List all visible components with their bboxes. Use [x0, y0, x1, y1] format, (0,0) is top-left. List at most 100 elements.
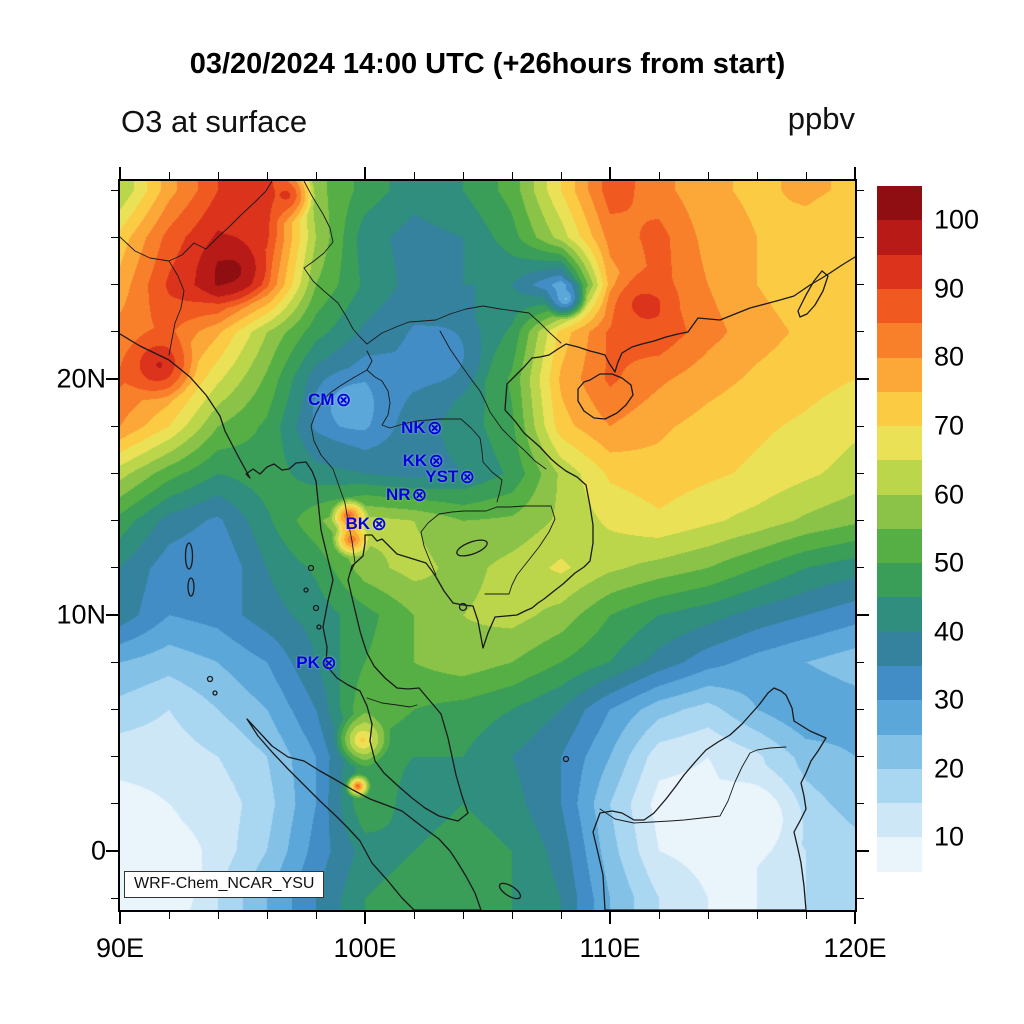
colorbar-segment — [877, 803, 922, 838]
y-minor-tick — [111, 331, 118, 333]
y-major-tick — [857, 378, 869, 381]
y-minor-tick — [857, 284, 864, 286]
y-axis-tick-label: 0 — [90, 835, 106, 866]
border-myanmar-thailand — [310, 369, 368, 574]
y-minor-tick — [857, 803, 864, 805]
y-major-tick — [106, 378, 118, 381]
colorbar-segment — [877, 288, 922, 324]
island-bangka — [498, 882, 522, 900]
x-minor-tick — [560, 912, 562, 919]
y-minor-tick — [111, 661, 118, 663]
colorbar-segment — [877, 220, 922, 255]
island-nicobar-2 — [212, 690, 218, 696]
x-minor-tick — [707, 912, 709, 919]
coastline-borneo — [592, 687, 827, 910]
colorbar-segment — [877, 460, 922, 495]
y-minor-tick — [857, 473, 864, 475]
y-minor-tick — [111, 567, 118, 569]
colorbar-segment — [877, 597, 922, 632]
colorbar — [877, 186, 922, 906]
station-crosshair-icon: ⊗ — [411, 483, 428, 506]
colorbar-tick-label: 20 — [934, 753, 965, 784]
y-axis-tick-label: 20N — [56, 363, 106, 394]
x-major-tick — [854, 912, 856, 924]
station-label: PK — [296, 653, 320, 673]
colorbar-tick-label: 30 — [934, 684, 965, 715]
border-laos-vietnam — [439, 330, 547, 470]
x-minor-tick — [707, 172, 709, 179]
colorbar-segment — [877, 700, 922, 735]
x-axis-tick-label: 110E — [579, 933, 641, 963]
map-panel: CM ⊗ NK ⊗ KK ⊗ YST ⊗ NR ⊗ BK ⊗ PK ⊗ WRF-Chem_NCAR_YSU — [120, 181, 855, 910]
x-axis-tick-label: 120E — [823, 933, 887, 963]
y-minor-tick — [111, 473, 118, 475]
units-label: ppbv — [787, 101, 855, 136]
x-major-tick — [364, 912, 366, 924]
station-label: CM — [308, 390, 335, 410]
x-minor-tick — [756, 912, 758, 919]
y-minor-tick — [857, 189, 864, 191]
x-minor-tick — [413, 912, 415, 919]
x-minor-tick — [462, 172, 464, 179]
y-minor-tick — [111, 708, 118, 710]
y-minor-tick — [857, 425, 864, 427]
station-markers: CM ⊗ NK ⊗ KK ⊗ YST ⊗ NR ⊗ BK ⊗ PK ⊗ — [120, 181, 855, 910]
colorbar-segment — [877, 666, 922, 701]
y-minor-tick — [111, 189, 118, 191]
border-malaysia-indonesia — [599, 746, 787, 824]
coastline-group — [120, 256, 855, 910]
station-marker-nr: NR ⊗ — [386, 484, 427, 506]
coastline-sumatra — [246, 718, 482, 910]
station-crosshair-icon: ⊗ — [459, 466, 476, 489]
colorbar-tick-label: 70 — [934, 410, 965, 441]
station-marker-nk: NK ⊗ — [401, 417, 442, 439]
y-minor-tick — [111, 803, 118, 805]
x-minor-tick — [168, 172, 170, 179]
x-major-tick — [364, 167, 366, 179]
station-crosshair-icon: ⊗ — [426, 416, 443, 439]
island-phuquoc — [458, 602, 468, 612]
border-thailand-laos — [366, 350, 503, 503]
x-axis-tick-label: 100E — [333, 933, 397, 963]
figure-title: 03/20/2024 14:00 UTC (+26hours from star… — [189, 48, 786, 80]
x-minor-tick — [315, 912, 317, 919]
y-minor-tick — [111, 284, 118, 286]
coastline-island-ne — [797, 270, 829, 318]
y-minor-tick — [857, 708, 864, 710]
x-major-tick — [119, 167, 121, 179]
lake-tonlesap — [456, 539, 488, 557]
station-label: NR — [385, 484, 411, 504]
colorbar-segment — [877, 631, 922, 667]
station-marker-bk: BK ⊗ — [346, 513, 387, 535]
x-minor-tick — [805, 172, 807, 179]
station-label: YST — [425, 467, 459, 487]
coastline-hainan — [577, 373, 634, 420]
x-minor-tick — [217, 912, 219, 919]
x-minor-tick — [413, 172, 415, 179]
x-major-tick — [119, 912, 121, 924]
x-minor-tick — [217, 172, 219, 179]
border-thailand-cambodia — [420, 506, 498, 576]
colorbar-segment — [877, 734, 922, 769]
border-india-myanmar — [120, 181, 273, 262]
y-minor-tick — [857, 756, 864, 758]
island-natuna — [562, 755, 570, 763]
island-nicobar-1 — [206, 675, 214, 683]
station-marker-kk: KK ⊗ — [403, 450, 444, 472]
x-minor-tick — [511, 912, 513, 919]
y-minor-tick — [111, 756, 118, 758]
y-minor-tick — [857, 661, 864, 663]
colorbar-segment — [877, 768, 922, 804]
colorbar-tick-label: 40 — [934, 616, 965, 647]
station-crosshair-icon: ⊗ — [335, 389, 352, 412]
x-major-tick — [609, 912, 611, 924]
x-minor-tick — [658, 912, 660, 919]
coastlines-and-borders — [120, 181, 855, 910]
x-minor-tick — [266, 912, 268, 919]
colorbar-segment — [877, 563, 922, 598]
island-andaman-n — [184, 542, 194, 570]
colorbar-segment — [877, 357, 922, 392]
station-label: KK — [402, 450, 428, 470]
y-major-tick — [106, 614, 118, 617]
border-bangladesh — [168, 260, 185, 356]
